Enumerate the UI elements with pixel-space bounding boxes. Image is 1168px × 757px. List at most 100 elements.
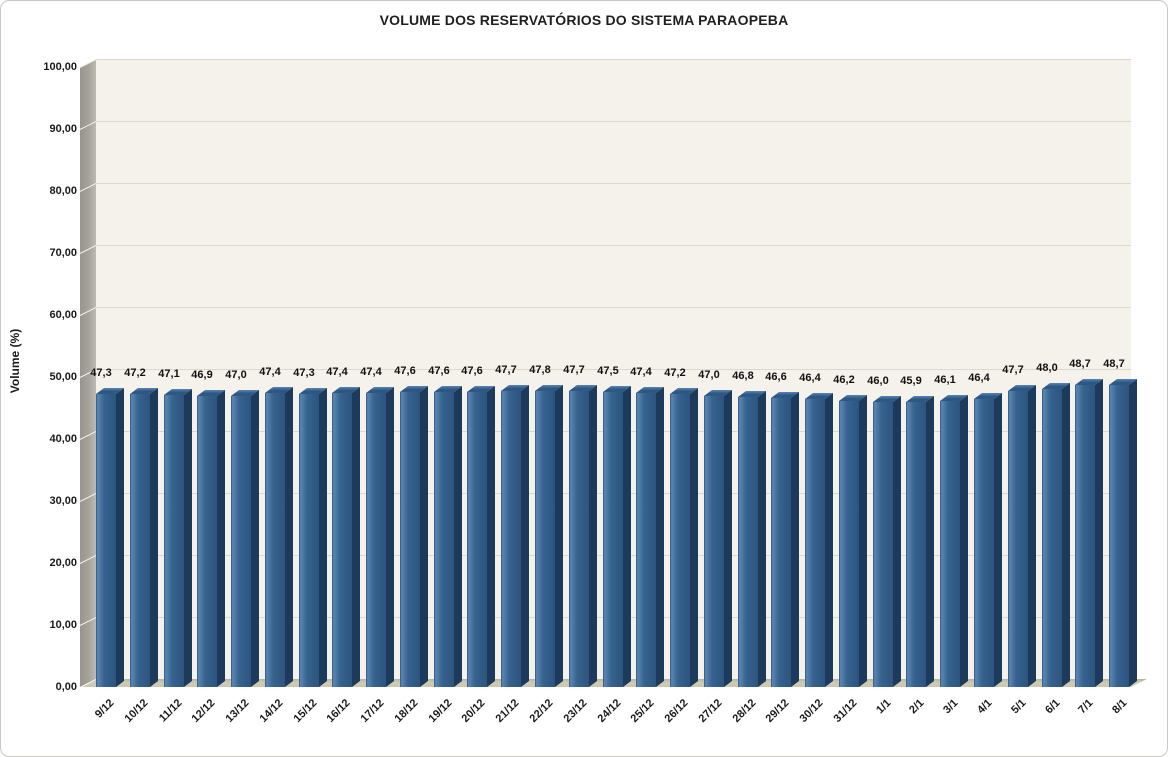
bar xyxy=(467,385,495,687)
bar-value-label: 47,8 xyxy=(529,364,551,376)
bar-side-face xyxy=(420,385,428,687)
bar-side-face xyxy=(454,385,462,687)
bar-side-face xyxy=(893,395,901,687)
y-tick-label: 50,00 xyxy=(49,371,77,383)
bar-front-face xyxy=(332,393,352,687)
bar-value-label: 47,1 xyxy=(158,368,180,380)
y-tick-label: 30,00 xyxy=(49,495,77,507)
bar-front-face xyxy=(197,396,217,687)
y-tick-label: 0,00 xyxy=(55,681,77,693)
bar xyxy=(434,385,462,687)
bar xyxy=(974,392,1002,687)
bar xyxy=(1075,378,1103,687)
gridline xyxy=(96,369,1131,370)
bar-front-face xyxy=(974,399,994,687)
bar-front-face xyxy=(670,394,690,687)
bar-front-face xyxy=(400,392,420,687)
bar-side-face xyxy=(994,392,1002,687)
bar xyxy=(805,392,833,687)
bar-value-label: 47,5 xyxy=(597,365,619,377)
bar-value-label: 47,0 xyxy=(698,369,720,381)
gridline xyxy=(96,245,1131,246)
bar xyxy=(130,387,158,687)
bar-value-label: 47,2 xyxy=(124,367,146,379)
bar-side-face xyxy=(150,387,158,687)
bar xyxy=(670,387,698,687)
bar-front-face xyxy=(1008,391,1028,687)
bar-value-label: 47,4 xyxy=(360,366,382,378)
bar-value-label: 47,7 xyxy=(1002,364,1024,376)
bar-front-face xyxy=(501,391,521,687)
y-tick-label: 60,00 xyxy=(49,309,77,321)
bar-front-face xyxy=(704,396,724,687)
bar-side-face xyxy=(1028,384,1036,687)
bar-front-face xyxy=(366,393,386,687)
bar-front-face xyxy=(940,401,960,687)
bar-side-face xyxy=(251,389,259,687)
gridline xyxy=(96,59,1131,60)
bar xyxy=(603,385,631,687)
gridline xyxy=(96,307,1131,308)
bar xyxy=(940,394,968,687)
bar-front-face xyxy=(603,392,623,687)
bar-side-face xyxy=(521,384,529,687)
bar-value-label: 47,7 xyxy=(495,364,517,376)
bar-front-face xyxy=(265,393,285,687)
bar-value-label: 47,7 xyxy=(563,364,585,376)
bar-front-face xyxy=(1109,385,1129,687)
bar xyxy=(197,389,225,687)
bar-front-face xyxy=(535,391,555,687)
bar-side-face xyxy=(791,391,799,687)
bar xyxy=(1109,378,1137,687)
bar xyxy=(366,386,394,687)
bar-value-label: 46,4 xyxy=(799,372,821,384)
bar xyxy=(771,391,799,687)
bar-front-face xyxy=(164,395,184,687)
y-tick-label: 40,00 xyxy=(49,433,77,445)
bar xyxy=(164,388,192,687)
bar xyxy=(501,384,529,687)
bar-side-face xyxy=(623,385,631,687)
bar-front-face xyxy=(231,396,251,687)
y-tick-label: 20,00 xyxy=(49,557,77,569)
bar xyxy=(738,390,766,687)
bar xyxy=(873,395,901,687)
bar xyxy=(299,387,327,687)
bar xyxy=(569,384,597,687)
bar-side-face xyxy=(589,384,597,687)
bar-side-face xyxy=(487,385,495,687)
bar-value-label: 47,6 xyxy=(461,365,483,377)
gridline xyxy=(96,183,1131,184)
y-tick-label: 90,00 xyxy=(49,123,77,135)
bar-side-face xyxy=(926,395,934,687)
bar-value-label: 46,2 xyxy=(833,374,855,386)
bar-front-face xyxy=(906,402,926,687)
bar xyxy=(636,386,664,687)
bar-side-face xyxy=(116,387,124,687)
bar-front-face xyxy=(636,393,656,687)
bar-front-face xyxy=(771,398,791,687)
bar xyxy=(906,395,934,687)
bar-side-face xyxy=(1129,378,1137,687)
bar-value-label: 47,4 xyxy=(326,366,348,378)
bar-front-face xyxy=(130,394,150,687)
bar-value-label: 46,0 xyxy=(867,375,889,387)
bar-side-face xyxy=(555,384,563,687)
bar-side-face xyxy=(724,389,732,687)
bar-front-face xyxy=(738,397,758,687)
bar xyxy=(839,394,867,687)
bar xyxy=(96,387,124,687)
bar-value-label: 46,9 xyxy=(191,369,213,381)
bar-value-label: 47,0 xyxy=(225,369,247,381)
bar-side-face xyxy=(352,386,360,687)
bar-value-label: 47,3 xyxy=(293,367,315,379)
bar-value-label: 45,9 xyxy=(900,375,922,387)
bar-value-label: 46,8 xyxy=(732,370,754,382)
bar-front-face xyxy=(805,399,825,687)
chart-title: VOLUME DOS RESERVATÓRIOS DO SISTEMA PARA… xyxy=(379,12,789,28)
bar-value-label: 46,1 xyxy=(934,374,956,386)
bar-front-face xyxy=(873,402,893,687)
bar-front-face xyxy=(96,394,116,687)
bar xyxy=(535,384,563,687)
